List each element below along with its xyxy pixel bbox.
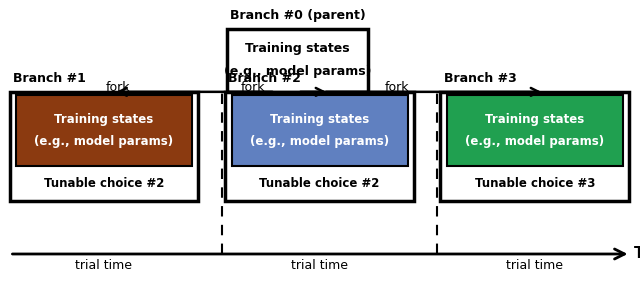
Text: (e.g., model params): (e.g., model params) — [224, 65, 371, 78]
FancyBboxPatch shape — [447, 95, 623, 166]
Text: (e.g., model params): (e.g., model params) — [35, 135, 173, 148]
FancyBboxPatch shape — [225, 92, 414, 201]
FancyBboxPatch shape — [232, 95, 408, 166]
FancyBboxPatch shape — [10, 92, 198, 201]
Text: Time: Time — [634, 247, 640, 261]
Text: (e.g., model params): (e.g., model params) — [465, 135, 604, 148]
Text: Branch #1: Branch #1 — [13, 72, 86, 85]
FancyBboxPatch shape — [16, 95, 192, 166]
Text: Tunable choice #2: Tunable choice #2 — [44, 177, 164, 190]
Text: (e.g., model params): (e.g., model params) — [250, 135, 389, 148]
Text: trial time: trial time — [76, 259, 132, 272]
Text: fork: fork — [385, 81, 409, 94]
Text: trial time: trial time — [506, 259, 563, 272]
FancyBboxPatch shape — [227, 29, 368, 92]
Text: Training states: Training states — [54, 113, 154, 126]
Text: trial time: trial time — [291, 259, 348, 272]
FancyBboxPatch shape — [440, 92, 629, 201]
Text: Branch #3: Branch #3 — [444, 72, 516, 85]
Text: Training states: Training states — [270, 113, 369, 126]
Text: Branch #2: Branch #2 — [228, 72, 301, 85]
Text: Training states: Training states — [245, 42, 350, 55]
Text: Training states: Training states — [485, 113, 584, 126]
Text: fork: fork — [241, 81, 265, 94]
Text: Branch #0 (parent): Branch #0 (parent) — [230, 9, 365, 22]
Text: fork: fork — [106, 81, 131, 94]
Text: Tunable choice #3: Tunable choice #3 — [474, 177, 595, 190]
Text: Tunable choice #2: Tunable choice #2 — [259, 177, 380, 190]
